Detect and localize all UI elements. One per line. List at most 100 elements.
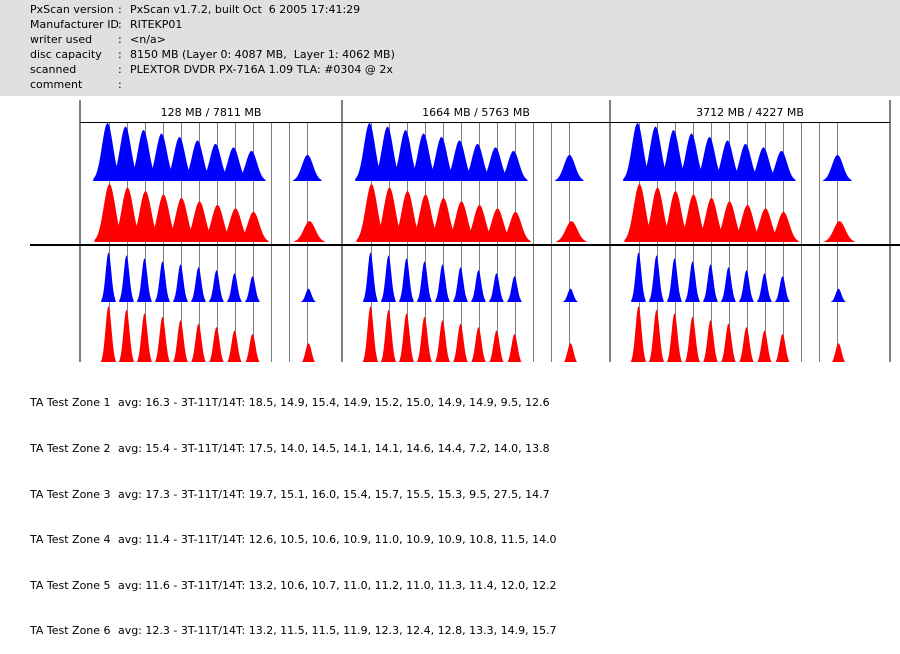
histogram-peak: [714, 201, 745, 242]
histogram-peak: [731, 143, 760, 181]
histogram-peak: [293, 154, 322, 181]
info-value: PLEXTOR DVDR PX-716A 1.09 TLA: #0304 @ 2…: [130, 63, 393, 76]
zone-stats: avg: 11.4 - 3T-11T/14T: 12.6, 10.5, 10.6…: [118, 533, 557, 547]
histogram-peak: [563, 343, 578, 362]
scan-info-header: PxScan version: PxScan v1.7.2, built Oct …: [0, 0, 900, 96]
histogram-peak: [294, 221, 325, 242]
histogram-peak: [101, 252, 116, 302]
histogram-peak: [137, 258, 152, 302]
zone-row: TA Test Zone 2 avg: 15.4 - 3T-11T/14T: 17…: [30, 441, 557, 456]
histogram-peak: [155, 261, 170, 302]
histogram-peak: [749, 147, 778, 181]
histogram-peak: [363, 252, 378, 302]
info-label: comment: [30, 78, 83, 91]
histogram-peak: [642, 187, 673, 242]
histogram-peak: [507, 276, 522, 302]
histogram-peak: [721, 267, 736, 302]
histogram-peak: [209, 270, 224, 302]
histogram-peak: [183, 140, 212, 181]
histogram-peak: [446, 201, 477, 242]
zone-name: TA Test Zone 5: [30, 578, 111, 592]
histogram-peak: [166, 197, 197, 242]
zone-name: TA Test Zone 1: [30, 396, 111, 410]
histogram-peak: [362, 306, 378, 362]
histogram-peak: [356, 184, 387, 242]
histogram-peak: [94, 184, 125, 242]
histogram-peak: [659, 130, 688, 181]
histogram-peak: [499, 150, 528, 181]
histogram-peak: [684, 316, 700, 362]
histogram-peak: [245, 333, 260, 362]
histogram-peak: [392, 190, 423, 242]
histogram-peak: [219, 147, 248, 181]
histogram-peak: [482, 208, 513, 242]
info-value: <n/a>: [130, 33, 166, 46]
histogram-peak: [428, 197, 459, 242]
histogram-peak: [136, 313, 152, 362]
histogram-peak: [381, 255, 396, 302]
histogram-peak: [500, 211, 531, 242]
histogram-peak: [201, 143, 230, 181]
zone-name: TA Test Zone 4: [30, 533, 111, 547]
histogram-peak: [750, 208, 781, 242]
zone-stats: avg: 11.6 - 3T-11T/14T: 13.2, 10.6, 10.7…: [118, 578, 557, 592]
histogram-peak: [427, 136, 456, 181]
info-row: comment:: [30, 78, 122, 91]
histogram-peak: [93, 123, 122, 181]
histogram-peak: [677, 133, 706, 181]
histogram-peak: [173, 264, 188, 302]
info-row: PxScan version: PxScan v1.7.2, built Oct …: [30, 3, 361, 16]
info-label: disc capacity: [30, 48, 102, 61]
zone-stats: avg: 16.3 - 3T-11T/14T: 18.5, 14.9, 15.4…: [118, 396, 550, 410]
histogram-peak: [732, 204, 763, 242]
histogram-peak: [147, 133, 176, 181]
info-row: Manufacturer ID: RITEKP01: [30, 18, 183, 31]
histogram-peak: [464, 204, 495, 242]
histogram-peak: [409, 133, 438, 181]
histogram-peak: [119, 255, 134, 302]
histogram-peak: [399, 258, 414, 302]
histogram-peak: [630, 306, 646, 362]
histogram-peak: [165, 136, 194, 181]
info-label: Manufacturer ID: [30, 18, 119, 31]
histogram-peak: [380, 309, 396, 362]
zone-row: TA Test Zone 5 avg: 11.6 - 3T-11T/14T: 13…: [30, 578, 557, 593]
histogram-peak: [831, 288, 846, 302]
histogram-peak: [148, 194, 179, 242]
histogram-peak: [739, 326, 754, 362]
histogram-peak: [667, 258, 682, 302]
histogram-peak: [757, 330, 772, 362]
histogram-peak: [373, 126, 402, 181]
histogram-peak: [129, 130, 158, 181]
histogram-peak: [355, 123, 384, 181]
histogram-peak: [191, 267, 206, 302]
panel-title: 128 MB / 7811 MB: [161, 106, 262, 119]
histogram-peak: [721, 323, 736, 362]
histogram-peak: [118, 309, 134, 362]
panel-title: 3712 MB / 4227 MB: [696, 106, 804, 119]
histogram-peak: [238, 211, 269, 242]
histogram-peak: [112, 187, 143, 242]
info-label: PxScan version: [30, 3, 114, 16]
info-row: disc capacity:8150 MB (Layer 0: 4087 MB,…: [30, 48, 395, 61]
histogram-peak: [172, 320, 188, 362]
histogram-peak: [507, 333, 522, 362]
histogram-peak: [695, 136, 724, 181]
zone-row: TA Test Zone 3 avg: 17.3 - 3T-11T/14T: 19…: [30, 487, 557, 502]
histogram-peak: [703, 264, 718, 302]
info-label: writer used: [30, 33, 93, 46]
zone-name: TA Test Zone 6: [30, 624, 111, 638]
histogram-peak: [768, 211, 799, 242]
histogram-peak: [220, 208, 251, 242]
info-row: scanned: PLEXTOR DVDR PX-716A 1.09 TLA: #…: [30, 63, 393, 76]
histogram-peak: [555, 154, 584, 181]
histogram-peak: [416, 316, 432, 362]
histogram-peak: [202, 204, 233, 242]
histogram-peak: [824, 221, 855, 242]
histogram-peak: [624, 184, 655, 242]
histogram-peak: [660, 190, 691, 242]
histogram-peak: [556, 221, 587, 242]
info-value: 8150 MB (Layer 0: 4087 MB, Layer 1: 4062…: [130, 48, 395, 61]
histogram-peak: [301, 343, 316, 362]
zone-row: TA Test Zone 4 avg: 11.4 - 3T-11T/14T: 12…: [30, 532, 557, 547]
